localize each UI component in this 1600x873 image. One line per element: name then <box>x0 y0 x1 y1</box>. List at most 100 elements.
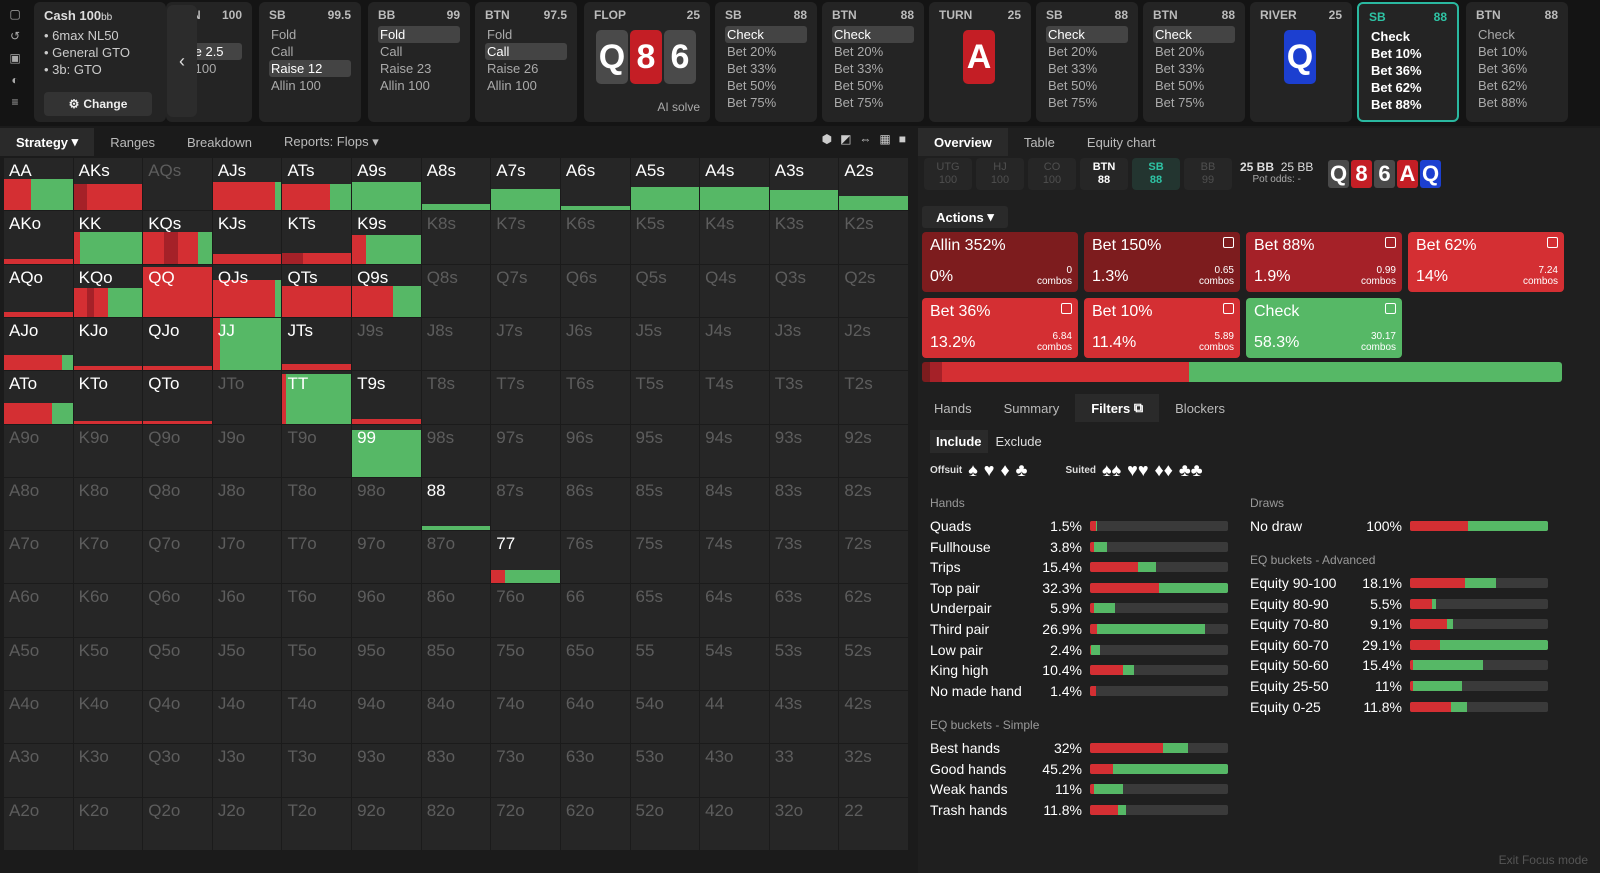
align-icon[interactable]: ≡ <box>11 95 19 109</box>
hand-cell[interactable]: 42s <box>839 691 908 744</box>
node-option[interactable]: Bet 10% <box>1478 44 1528 59</box>
hand-cell[interactable]: 64s <box>700 584 769 637</box>
node-option[interactable]: Bet 88% <box>1371 97 1422 112</box>
hand-cell[interactable]: 94s <box>700 424 769 477</box>
hand-cell[interactable]: Q7o <box>143 531 212 584</box>
club-icon[interactable]: ♣ <box>1015 460 1028 480</box>
board-card-turn[interactable]: TURN 25 A <box>929 2 1031 122</box>
hand-cell[interactable]: KK <box>73 211 143 264</box>
hand-cell[interactable]: Q4o <box>143 691 212 744</box>
hand-cell[interactable]: K8o <box>73 477 143 531</box>
seat-utg[interactable]: UTG 100 <box>924 158 972 190</box>
spade-pair-icon[interactable]: ♠♠ <box>1102 460 1122 480</box>
hand-cell[interactable]: T5o <box>282 637 352 691</box>
exclude-button[interactable]: Exclude <box>995 434 1042 449</box>
hand-cell[interactable]: J5s <box>630 317 700 371</box>
hand-cell[interactable]: A6o <box>4 584 73 637</box>
hand-cell[interactable]: 63s <box>769 584 839 637</box>
hand-cell[interactable]: KQo <box>73 264 143 317</box>
hand-cell[interactable]: 53o <box>630 744 700 797</box>
details-icon[interactable] <box>1223 303 1234 314</box>
hand-cell[interactable]: T3o <box>282 744 352 797</box>
node-option[interactable]: Bet 20% <box>1048 44 1098 59</box>
node-option[interactable]: Fold <box>378 26 460 43</box>
hand-cell[interactable]: 52s <box>839 637 908 691</box>
hand-cell[interactable]: J5o <box>212 637 282 691</box>
filter-row[interactable]: No draw 100% <box>1250 517 1548 535</box>
filter-row[interactable]: Low pair 2.4% <box>930 641 1228 659</box>
tab-ranges[interactable]: Ranges <box>110 134 155 150</box>
hand-cell[interactable]: A5o <box>4 637 73 691</box>
node-option[interactable]: Raise 12 <box>269 60 351 77</box>
hand-cell[interactable]: 82s <box>839 477 908 531</box>
node-option[interactable]: Check <box>1153 26 1235 43</box>
seat-btn[interactable]: BTN 88 <box>1080 158 1128 190</box>
action-node-card[interactable]: SB 88 Check Bet 20% Bet 33% Bet 50% Bet 75% <box>1036 2 1138 122</box>
hand-cell[interactable]: J9o <box>212 424 282 477</box>
filter-row[interactable]: No made hand 1.4% <box>930 682 1228 700</box>
hand-cell[interactable]: K6o <box>73 584 143 637</box>
node-option[interactable]: Bet 75% <box>1155 95 1205 110</box>
node-option[interactable]: Bet 33% <box>1048 61 1098 76</box>
action-bet-150[interactable]: Bet 150% 1.3% 0.65 combos <box>1084 232 1240 292</box>
action-node-card[interactable]: SB 88 Check Bet 20% Bet 33% Bet 50% Bet 75% <box>715 2 817 122</box>
node-option[interactable]: Bet 75% <box>727 95 777 110</box>
node-option[interactable]: Bet 33% <box>1155 61 1205 76</box>
node-option[interactable]: Bet 62% <box>1478 78 1528 93</box>
hand-cell[interactable]: T7s <box>491 371 560 424</box>
hand-cell[interactable]: Q3s <box>769 264 839 317</box>
hand-cell[interactable]: J2o <box>212 797 282 850</box>
hand-cell[interactable]: K5o <box>73 637 143 691</box>
hand-cell[interactable]: A5s <box>630 158 700 211</box>
hand-cell[interactable]: 32s <box>839 744 908 797</box>
hand-cell[interactable]: 74s <box>700 531 769 584</box>
seat-sb[interactable]: SB 88 <box>1132 158 1180 190</box>
hand-cell[interactable]: Q6s <box>560 264 630 317</box>
board-card-flop[interactable]: FLOP 25 Q 8 6 AI solve <box>584 2 710 122</box>
filter-row[interactable]: Equity 90-100 18.1% <box>1250 574 1548 592</box>
action-node-card[interactable]: SB 99.5 Fold Call Raise 12 Allin 100 <box>259 2 361 122</box>
hand-cell[interactable]: 52o <box>630 797 700 850</box>
node-option[interactable]: Allin 100 <box>380 78 430 93</box>
hand-cell[interactable]: Q2s <box>839 264 908 317</box>
hand-cell[interactable]: T6o <box>282 584 352 637</box>
node-option[interactable]: Bet 75% <box>1048 95 1098 110</box>
include-button[interactable]: Include <box>930 430 988 453</box>
hand-cell[interactable]: 76s <box>560 531 630 584</box>
hand-cell[interactable]: 84s <box>700 477 769 531</box>
filter-row[interactable]: Good hands 45.2% <box>930 760 1228 778</box>
hand-cell[interactable]: 96s <box>560 424 630 477</box>
hand-cell[interactable]: 98s <box>421 424 491 477</box>
node-option[interactable]: Check <box>725 26 807 43</box>
hand-cell[interactable]: 77 <box>491 531 560 584</box>
hand-cell[interactable]: TT <box>282 371 352 424</box>
hand-cell[interactable]: 43s <box>769 691 839 744</box>
node-option[interactable]: Bet 50% <box>1155 78 1205 93</box>
hand-cell[interactable]: 92o <box>352 797 421 850</box>
hand-cell[interactable]: AQo <box>4 264 73 317</box>
node-option[interactable]: Call <box>380 44 403 59</box>
hand-cell[interactable]: 43o <box>700 744 769 797</box>
hand-cell[interactable]: 32o <box>769 797 839 850</box>
board-card-river[interactable]: RIVER 25 Q <box>1250 2 1352 122</box>
hand-cell[interactable]: 85s <box>630 477 700 531</box>
hand-cell[interactable]: K9s <box>352 211 421 264</box>
tab-filters[interactable]: Filters ⧉ <box>1075 394 1160 422</box>
hand-cell[interactable]: KTo <box>73 371 143 424</box>
hand-cell[interactable]: 83o <box>421 744 491 797</box>
details-icon[interactable] <box>1061 303 1072 314</box>
node-option[interactable]: Raise 23 <box>380 61 432 76</box>
hand-cell[interactable]: 88 <box>421 477 491 531</box>
hand-cell[interactable]: Q7s <box>491 264 560 317</box>
hand-cell[interactable]: 95s <box>630 424 700 477</box>
arrows-icon[interactable]: ⇔ <box>859 132 872 146</box>
hand-cell[interactable]: KJs <box>212 211 282 264</box>
hand-cell[interactable]: 64o <box>560 691 630 744</box>
hand-cell[interactable]: A8s <box>421 158 491 211</box>
hand-cell[interactable]: 93s <box>769 424 839 477</box>
tab-strategy[interactable]: Strategy ▾ <box>0 128 95 156</box>
exit-focus-mode-link[interactable]: Exit Focus mode <box>1498 853 1588 867</box>
hand-cell[interactable]: Q5s <box>630 264 700 317</box>
hand-cell[interactable]: J2s <box>839 317 908 371</box>
hand-cell[interactable]: A3s <box>769 158 839 211</box>
